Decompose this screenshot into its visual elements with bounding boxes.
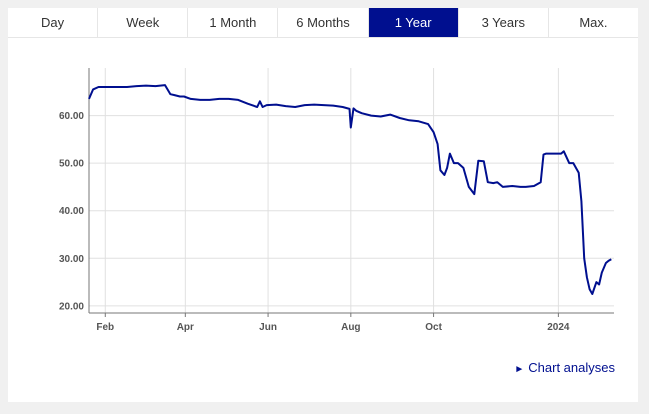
y-tick-label: 60.00	[59, 111, 84, 122]
chart-analyses-link[interactable]: ► Chart analyses	[514, 360, 615, 375]
chart-grid	[89, 68, 614, 313]
period-tabs: Day Week 1 Month 6 Months 1 Year 3 Years…	[8, 8, 638, 38]
x-axis-ticks: Feb Apr Jun Aug Oct 2024	[96, 322, 570, 333]
x-tick-label: 2024	[547, 322, 570, 333]
x-tick-label: Apr	[177, 322, 194, 333]
chart-analyses-label: Chart analyses	[528, 360, 615, 375]
y-tick-label: 50.00	[59, 159, 84, 170]
tab-1-month[interactable]: 1 Month	[188, 8, 279, 37]
tab-day[interactable]: Day	[8, 8, 99, 37]
tab-6-months[interactable]: 6 Months	[278, 8, 369, 37]
x-tick-label: Oct	[425, 322, 442, 333]
x-tick-label: Feb	[96, 322, 114, 333]
price-series-line	[88, 84, 612, 295]
tab-3-years[interactable]: 3 Years	[459, 8, 549, 37]
chart-card: Day Week 1 Month 6 Months 1 Year 3 Years…	[8, 8, 638, 402]
y-tick-label: 40.00	[59, 206, 84, 217]
tab-max[interactable]: Max.	[579, 15, 608, 30]
price-chart: 20.00 30.00 40.00 50.00 60.00 Feb Apr Jun Aug Oc…	[59, 68, 614, 333]
y-tick-label: 30.00	[59, 254, 84, 265]
y-tick-label: 20.00	[59, 301, 84, 312]
x-tick-label: Aug	[341, 322, 360, 333]
tab-week[interactable]: Week	[98, 8, 189, 37]
play-arrow-icon: ►	[514, 364, 525, 375]
y-axis-ticks: 20.00 30.00 40.00 50.00 60.00	[59, 111, 84, 312]
x-tick-label: Jun	[259, 322, 277, 333]
chart-axes	[88, 68, 614, 317]
tab-1-year[interactable]: 1 Year	[368, 8, 459, 37]
